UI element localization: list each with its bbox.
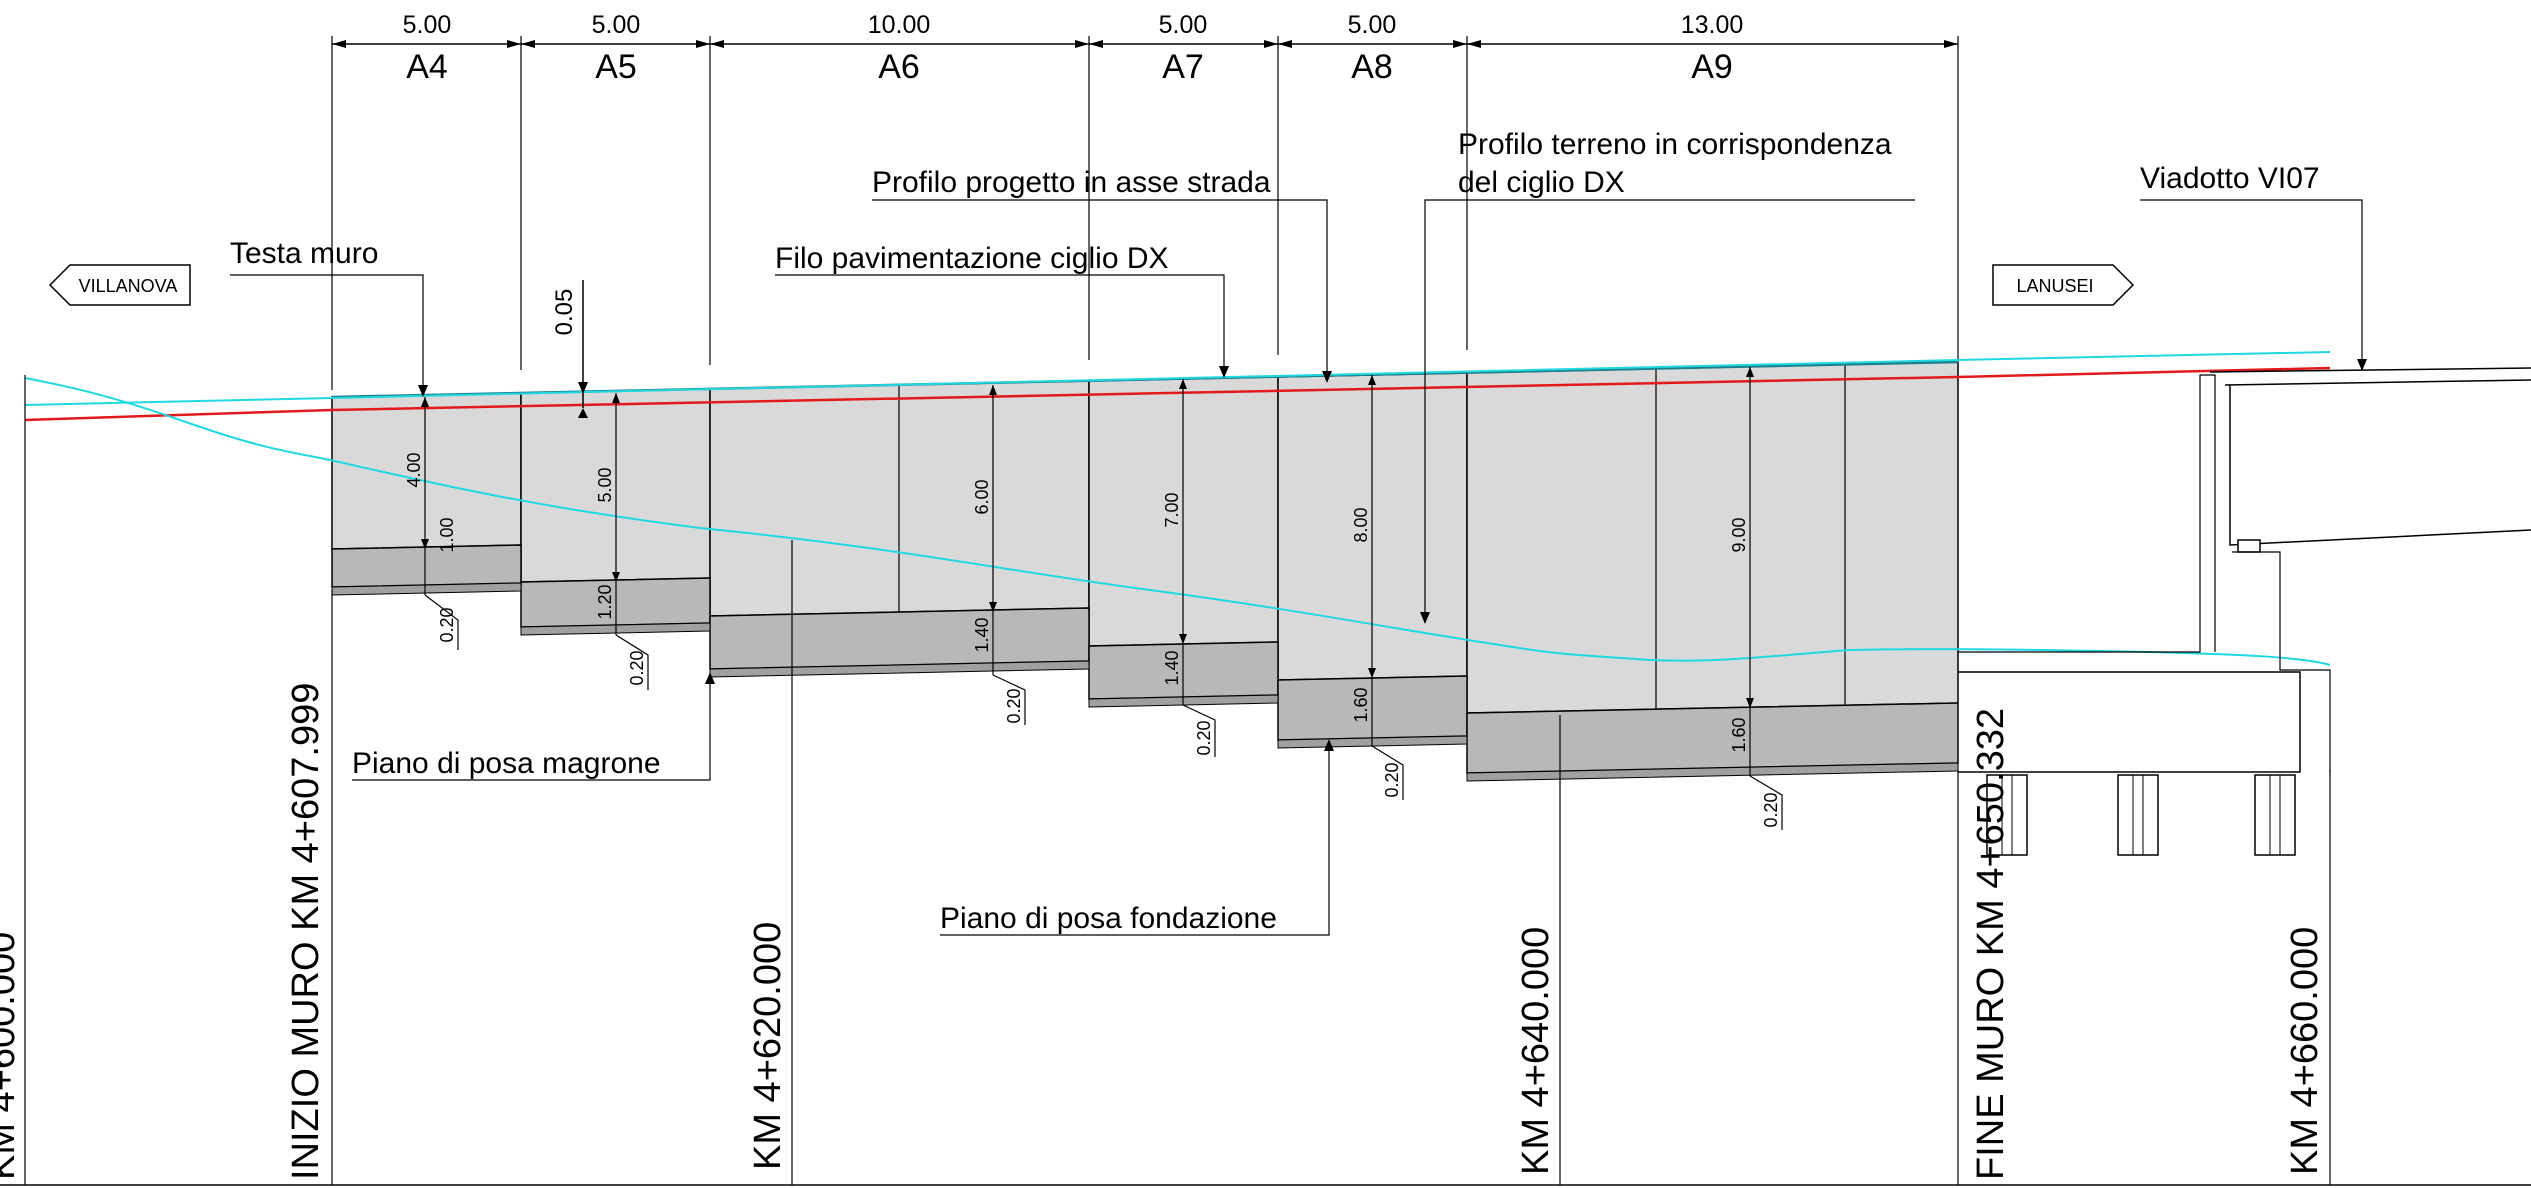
wall-height-a7: 7.00 xyxy=(1162,492,1182,527)
callout-piano-magrone: Piano di posa magrone xyxy=(352,747,661,780)
callout-offset: 0.05 xyxy=(551,289,578,336)
direction-left-label: VILLANOVA xyxy=(79,276,178,296)
wall-height-a9: 9.00 xyxy=(1729,517,1749,552)
segment-name-a7: A7 xyxy=(1162,48,1204,86)
wall-height-a6: 6.00 xyxy=(972,479,992,514)
callouts: Testa muro 0.05 Filo pavimentazione cigl… xyxy=(230,128,2367,936)
footing-thickness-a7: 1.40 xyxy=(1162,650,1182,685)
pile-2 xyxy=(2117,774,2159,856)
lean-thickness-a4: 0.20 xyxy=(437,607,457,642)
segment-name-a9: A9 xyxy=(1691,48,1733,86)
footing-thickness-a4: 1.00 xyxy=(437,517,457,552)
design-profile-line xyxy=(24,366,2331,422)
segment-name-a8: A8 xyxy=(1351,48,1393,86)
station-inizio-muro: INIZIO MURO KM 4+607.999 xyxy=(285,683,327,1180)
footing-a6 xyxy=(709,607,1090,670)
segment-name-a6: A6 xyxy=(878,48,920,86)
dimension-chain: 5.00 A4 5.00 A5 10.00 A6 5.00 A7 5.00 A8… xyxy=(331,11,1959,390)
lean-thickness-a8: 0.20 xyxy=(1382,762,1402,797)
lean-thickness-a9: 0.20 xyxy=(1761,792,1781,827)
segment-name-a4: A4 xyxy=(406,48,448,86)
station-km-4600: KM 4+600.000 xyxy=(0,932,23,1180)
footing-thickness-a6: 1.40 xyxy=(972,617,992,652)
direction-left-arrow: VILLANOVA xyxy=(48,264,191,306)
stations: KM 4+600.000 INIZIO MURO KM 4+607.999 KM… xyxy=(0,375,2531,1186)
wall-panel-a4 xyxy=(331,392,522,550)
footing-a4 xyxy=(331,544,522,588)
viaduct-abutment xyxy=(1958,367,2531,856)
footing-a9 xyxy=(1466,702,1959,774)
station-km-4620: KM 4+620.000 xyxy=(747,922,789,1170)
station-km-4660: KM 4+660.000 xyxy=(2284,927,2326,1175)
pile-1 xyxy=(1986,774,2028,856)
segment-length-a4: 5.00 xyxy=(403,11,452,39)
station-fine-muro: FINE MURO KM 4+650.332 xyxy=(1970,708,2012,1180)
lean-thickness-a5: 0.20 xyxy=(627,650,647,685)
direction-right-arrow: LANUSEI xyxy=(1992,264,2135,306)
direction-right-label: LANUSEI xyxy=(2016,276,2093,296)
callout-profilo-terreno-line2: del ciglio DX xyxy=(1458,166,1625,199)
segment-length-a7: 5.00 xyxy=(1159,11,1208,39)
segment-name-a5: A5 xyxy=(595,48,637,86)
lean-thickness-a7: 0.20 xyxy=(1194,720,1214,755)
footing-thickness-a5: 1.20 xyxy=(595,584,615,619)
lean-thickness-a6: 0.20 xyxy=(1004,688,1024,723)
callout-filo-pavimentazione: Filo pavimentazione ciglio DX xyxy=(775,242,1169,275)
footings xyxy=(331,544,1959,782)
footing-thickness-a9: 1.60 xyxy=(1729,717,1749,752)
height-dimensions: 4.00 5.00 6.00 7.00 8.00 9.00 1.00 1.20 … xyxy=(404,367,1783,830)
wall-height-a4: 4.00 xyxy=(404,452,424,487)
callout-testa-muro: Testa muro xyxy=(230,237,378,270)
callout-piano-fondazione: Piano di posa fondazione xyxy=(940,902,1277,935)
segment-length-a8: 5.00 xyxy=(1348,11,1397,39)
wall-height-a5: 5.00 xyxy=(595,467,615,502)
segment-length-a6: 10.00 xyxy=(868,11,931,39)
ground-profile-upper-line xyxy=(24,351,2331,406)
ground-profile-line xyxy=(24,377,2331,666)
callout-viadotto: Viadotto VI07 xyxy=(2140,162,2320,195)
callout-profilo-progetto: Profilo progetto in asse strada xyxy=(872,166,1271,199)
footing-thickness-a8: 1.60 xyxy=(1351,687,1371,722)
segment-length-a9: 13.00 xyxy=(1681,11,1744,39)
pile-3 xyxy=(2254,774,2296,856)
wall-height-a8: 8.00 xyxy=(1351,507,1371,542)
segment-length-a5: 5.00 xyxy=(592,11,641,39)
station-km-4640: KM 4+640.000 xyxy=(1515,927,1557,1175)
callout-profilo-terreno-line1: Profilo terreno in corrispondenza xyxy=(1458,128,1892,161)
